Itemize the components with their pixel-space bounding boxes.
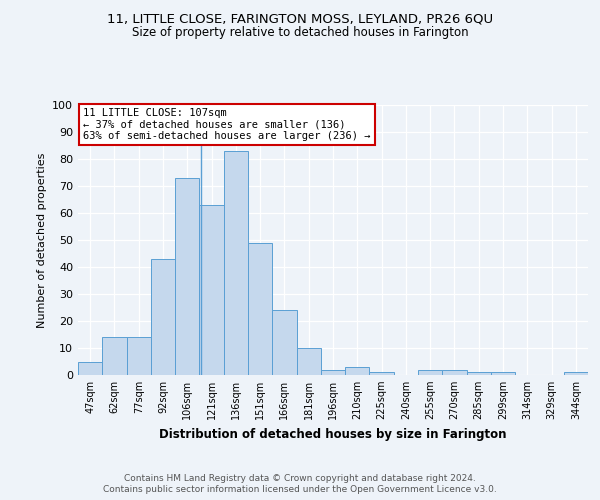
Bar	[467, 372, 491, 375]
Bar	[199, 205, 224, 375]
Bar	[296, 348, 321, 375]
Bar	[370, 372, 394, 375]
Bar	[102, 337, 127, 375]
Bar	[224, 151, 248, 375]
Text: Contains HM Land Registry data © Crown copyright and database right 2024.: Contains HM Land Registry data © Crown c…	[124, 474, 476, 483]
Bar	[442, 370, 467, 375]
Bar	[151, 259, 175, 375]
X-axis label: Distribution of detached houses by size in Farington: Distribution of detached houses by size …	[159, 428, 507, 440]
Bar	[345, 367, 370, 375]
Bar	[564, 372, 588, 375]
Bar	[272, 310, 296, 375]
Text: Contains public sector information licensed under the Open Government Licence v3: Contains public sector information licen…	[103, 485, 497, 494]
Bar	[127, 337, 151, 375]
Bar	[175, 178, 199, 375]
Text: 11 LITTLE CLOSE: 107sqm
← 37% of detached houses are smaller (136)
63% of semi-d: 11 LITTLE CLOSE: 107sqm ← 37% of detache…	[83, 108, 371, 141]
Y-axis label: Number of detached properties: Number of detached properties	[37, 152, 47, 328]
Bar	[321, 370, 345, 375]
Text: Size of property relative to detached houses in Farington: Size of property relative to detached ho…	[131, 26, 469, 39]
Bar	[78, 362, 102, 375]
Text: 11, LITTLE CLOSE, FARINGTON MOSS, LEYLAND, PR26 6QU: 11, LITTLE CLOSE, FARINGTON MOSS, LEYLAN…	[107, 12, 493, 26]
Bar	[418, 370, 442, 375]
Bar	[491, 372, 515, 375]
Bar	[248, 242, 272, 375]
